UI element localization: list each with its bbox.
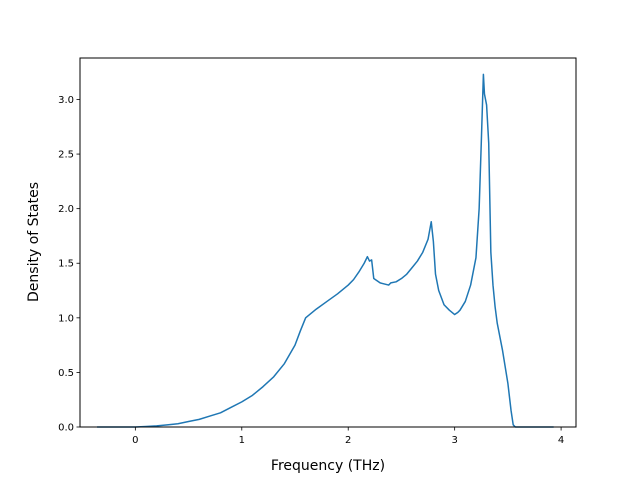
x-tick-label: 4 bbox=[558, 435, 564, 446]
y-tick-label: 2.5 bbox=[58, 150, 74, 161]
x-tick-label: 0 bbox=[132, 435, 138, 446]
y-tick-label: 3.0 bbox=[58, 95, 74, 106]
x-axis-title: Frequency (THz) bbox=[271, 458, 385, 474]
y-tick-label: 2.0 bbox=[58, 204, 74, 215]
x-tick-label: 1 bbox=[239, 435, 245, 446]
x-tick-label: 3 bbox=[451, 435, 457, 446]
y-axis-ticks: 0.0 0.5 1.0 1.5 2.0 2.5 3.0 bbox=[58, 95, 80, 434]
axes-frame bbox=[79, 57, 577, 428]
y-tick-label: 1.5 bbox=[58, 259, 74, 270]
x-tick-label: 2 bbox=[345, 435, 351, 446]
plot-area bbox=[80, 58, 576, 427]
plot-content bbox=[97, 73, 554, 428]
dos-series-line bbox=[97, 73, 554, 428]
y-axis-title: Density of States bbox=[26, 182, 42, 302]
y-tick-label: 0.0 bbox=[58, 423, 74, 434]
y-tick-label: 0.5 bbox=[58, 368, 74, 379]
x-axis-ticks: 0 1 2 3 4 bbox=[132, 427, 564, 446]
y-tick-label: 1.0 bbox=[58, 313, 74, 324]
